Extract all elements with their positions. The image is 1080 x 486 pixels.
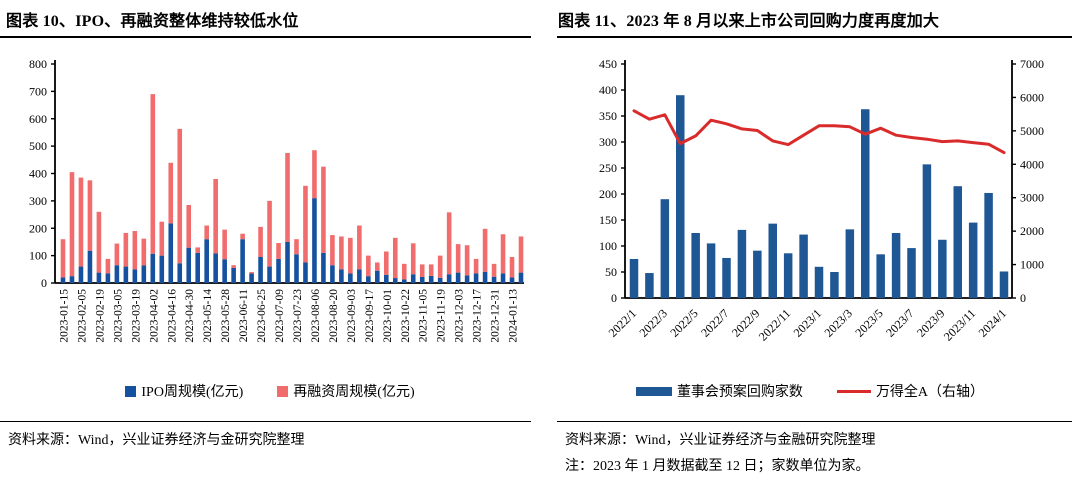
figure-11-title-rule — [557, 36, 1072, 38]
svg-text:2023-03-19: 2023-03-19 — [130, 289, 142, 343]
legend-label-buyback: 董事会预案回购家数 — [676, 385, 803, 400]
legend-item-windindex: 万得全A（右轴） — [836, 381, 985, 401]
svg-text:100: 100 — [599, 239, 617, 253]
legend-label-ipo: IPO周规模(亿元) — [141, 385, 244, 400]
svg-text:2023-05-14: 2023-05-14 — [202, 289, 214, 343]
svg-text:2023-11-19: 2023-11-19 — [436, 289, 448, 342]
svg-text:2023-12-31: 2023-12-31 — [490, 289, 502, 343]
svg-text:500: 500 — [29, 139, 47, 153]
svg-text:0: 0 — [41, 276, 47, 290]
ipo-refinancing-stacked-bar-chart: 0 100 200 300 400 500 600 700 800 2023-01-15 2023-… — [29, 57, 524, 343]
svg-text:2023-02-05: 2023-02-05 — [76, 289, 88, 343]
svg-text:2024/1: 2024/1 — [976, 306, 1009, 339]
svg-text:300: 300 — [599, 135, 617, 149]
svg-text:2023-09-03: 2023-09-03 — [346, 289, 358, 343]
svg-text:400: 400 — [29, 167, 47, 181]
svg-text:2023-07-23: 2023-07-23 — [292, 289, 304, 343]
refinancing-series-swatch-icon — [277, 385, 289, 397]
figure-11-note: 注：2023 年 1 月数据截至 12 日；家数单位为家。 — [565, 459, 870, 474]
svg-text:2023-08-20: 2023-08-20 — [328, 289, 340, 343]
figure-11-source: 资料来源：Wind，兴业证券经济与金融研究院整理 — [565, 433, 876, 448]
wind-index-line-swatch-icon — [836, 389, 871, 393]
buyback-combo-chart: 0 50 100 150 200 250 300 350 400 450 0 1000 2000 3000… — [599, 57, 1044, 344]
svg-text:300: 300 — [29, 194, 47, 208]
svg-text:0: 0 — [1020, 291, 1026, 305]
svg-text:2023-04-02: 2023-04-02 — [148, 289, 160, 343]
svg-text:5000: 5000 — [1020, 124, 1044, 138]
svg-text:2023-12-17: 2023-12-17 — [472, 289, 484, 343]
svg-text:2000: 2000 — [1020, 224, 1044, 238]
svg-text:250: 250 — [599, 161, 617, 175]
svg-text:600: 600 — [29, 112, 47, 126]
svg-text:2023-09-17: 2023-09-17 — [364, 289, 376, 343]
svg-text:2023-10-01: 2023-10-01 — [382, 289, 394, 343]
ipo-series-swatch-icon — [125, 385, 137, 397]
svg-text:2023-07-09: 2023-07-09 — [274, 289, 286, 343]
svg-text:400: 400 — [599, 83, 617, 97]
svg-text:2023-10-22: 2023-10-22 — [400, 289, 412, 343]
figure-10-source: 资料来源：Wind，兴业证券经济与金研究院整理 — [8, 433, 305, 448]
svg-text:2023/5: 2023/5 — [852, 306, 885, 339]
svg-text:350: 350 — [599, 109, 617, 123]
figure-10-legend: IPO周规模(亿元) 再融资周规模(亿元) — [0, 381, 540, 401]
svg-text:50: 50 — [605, 265, 617, 279]
figure-10-footer-rule — [0, 421, 531, 422]
figure-11-title: 图表 11、2023 年 8 月以来上市公司回购力度再度加大 — [558, 13, 940, 30]
figure-11-footer-rule — [557, 421, 1072, 422]
figure-11-panel: 图表 11、2023 年 8 月以来上市公司回购力度再度加大 0 50 100 150… — [540, 0, 1080, 486]
figure-11-legend: 董事会预案回购家数 万得全A（右轴） — [540, 381, 1080, 401]
svg-text:1000: 1000 — [1020, 258, 1044, 272]
svg-text:2023-04-16: 2023-04-16 — [166, 289, 178, 343]
legend-label-refinancing: 再融资周规模(亿元) — [293, 385, 415, 400]
svg-text:2023/1: 2023/1 — [791, 306, 824, 339]
svg-text:2023-11-05: 2023-11-05 — [418, 289, 430, 342]
svg-text:3000: 3000 — [1020, 191, 1044, 205]
legend-item-buyback: 董事会预案回购家数 — [635, 381, 803, 401]
svg-text:2023-01-15: 2023-01-15 — [59, 289, 71, 343]
figure-10-panel: 图表 10、IPO、再融资整体维持较低水位 0 100 200 300 400 500 60… — [0, 13, 540, 448]
svg-text:2023-05-28: 2023-05-28 — [220, 289, 232, 343]
legend-label-windindex: 万得全A（右轴） — [875, 385, 985, 400]
svg-text:700: 700 — [29, 84, 47, 98]
svg-text:2023-08-06: 2023-08-06 — [310, 289, 322, 343]
svg-text:2023-04-30: 2023-04-30 — [184, 289, 196, 343]
svg-text:2024-01-13: 2024-01-13 — [508, 289, 520, 343]
svg-text:2023-06-11: 2023-06-11 — [238, 289, 250, 342]
svg-text:2022/1: 2022/1 — [606, 306, 639, 339]
svg-text:2023-06-25: 2023-06-25 — [256, 289, 268, 343]
svg-text:150: 150 — [599, 213, 617, 227]
legend-item-ipo: IPO周规模(亿元) — [125, 381, 243, 401]
svg-text:7000: 7000 — [1020, 57, 1044, 71]
legend-item-refinancing: 再融资周规模(亿元) — [277, 381, 415, 401]
svg-text:450: 450 — [599, 57, 617, 71]
svg-text:2022/11: 2022/11 — [756, 306, 793, 343]
svg-text:0: 0 — [611, 291, 617, 305]
svg-text:2022/7: 2022/7 — [698, 306, 731, 339]
svg-text:2023/7: 2023/7 — [883, 306, 916, 339]
svg-text:200: 200 — [29, 221, 47, 235]
svg-text:2022/5: 2022/5 — [667, 306, 700, 339]
figure-10-title-rule — [0, 36, 531, 38]
svg-text:2023/11: 2023/11 — [941, 306, 978, 343]
figure-10-title: 图表 10、IPO、再融资整体维持较低水位 — [6, 13, 299, 30]
svg-text:200: 200 — [599, 187, 617, 201]
svg-text:100: 100 — [29, 249, 47, 263]
svg-text:2022/3: 2022/3 — [636, 306, 669, 339]
svg-text:2023-02-19: 2023-02-19 — [94, 289, 106, 343]
buyback-series-swatch-icon — [635, 386, 672, 396]
svg-text:2023/3: 2023/3 — [821, 306, 854, 339]
svg-text:2023-12-03: 2023-12-03 — [454, 289, 466, 343]
svg-text:2023-03-05: 2023-03-05 — [112, 289, 124, 343]
svg-text:6000: 6000 — [1020, 90, 1044, 104]
svg-text:800: 800 — [29, 57, 47, 71]
svg-text:4000: 4000 — [1020, 157, 1044, 171]
